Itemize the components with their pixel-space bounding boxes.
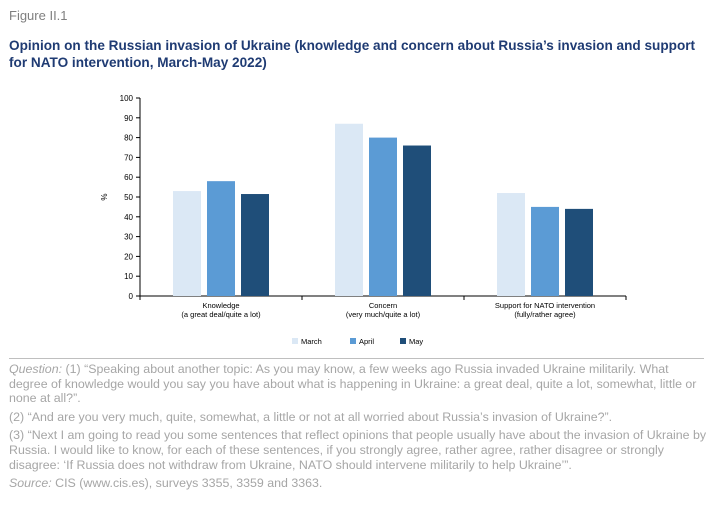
legend-swatch-april: [350, 338, 356, 344]
y-tick-label: 80: [124, 134, 133, 143]
y-axis-label: %: [100, 193, 109, 200]
bar-march: [173, 191, 201, 296]
question-1-text: (1) “Speaking about another topic: As yo…: [9, 362, 697, 406]
x-category-label: (very much/quite a lot): [346, 310, 421, 319]
chart-notes: Question: (1) “Speaking about another to…: [9, 362, 707, 495]
y-tick-label: 30: [124, 233, 133, 242]
bar-april: [531, 206, 559, 296]
legend-label-may: May: [409, 337, 423, 346]
bar-march: [497, 193, 525, 296]
y-tick-label: 20: [124, 252, 133, 261]
y-tick-label: 40: [124, 213, 133, 222]
x-category-label: Knowledge: [202, 301, 239, 310]
x-category-label: (a great deal/quite a lot): [181, 310, 261, 319]
y-tick-label: 50: [124, 193, 133, 202]
question-1-note: Question: (1) “Speaking about another to…: [9, 362, 707, 406]
source-text: CIS (www.cis.es), surveys 3355, 3359 and…: [51, 476, 323, 491]
bar-chart: 0 10 20 30 40 50 60 70 80 90 100% Knowledge(a great…: [100, 94, 627, 346]
x-category-label: (fully/rather agree): [514, 310, 576, 319]
bar-may: [403, 145, 431, 296]
legend-label-april: April: [359, 337, 374, 346]
figure-label: Figure II.1: [9, 8, 68, 23]
y-tick-label: 10: [124, 272, 133, 281]
chart-title: Opinion on the Russian invasion of Ukrai…: [9, 38, 696, 70]
chart-bottom-rule: [9, 358, 704, 359]
y-tick-label: 90: [124, 114, 133, 123]
legend-swatch-march: [292, 338, 298, 344]
source-label: Source:: [9, 476, 52, 491]
x-category-label: Concern: [369, 301, 397, 310]
bar-may: [241, 194, 269, 296]
bar-march: [335, 123, 363, 296]
legend-swatch-may: [400, 338, 406, 344]
question-3-note: (3) “Next I am going to read you some se…: [9, 428, 707, 472]
y-tick-label: 60: [124, 173, 133, 182]
source-note: Source: CIS (www.cis.es), surveys 3355, …: [9, 476, 707, 491]
bar-april: [207, 181, 235, 296]
chart-frame: 0 10 20 30 40 50 60 70 80 90 100% Knowledge (a great…: [9, 78, 704, 357]
y-tick-label: 0: [129, 292, 134, 301]
question-2-note: (2) “And are you very much, quite, somew…: [9, 409, 613, 424]
bar-april: [369, 137, 397, 296]
y-tick-label: 70: [124, 153, 133, 162]
bar-may: [565, 208, 593, 296]
question-label: Question:: [9, 362, 63, 376]
legend-label-march: March: [301, 337, 322, 346]
y-tick-label: 100: [120, 94, 134, 103]
x-category-label: Support for NATO intervention: [495, 301, 595, 310]
